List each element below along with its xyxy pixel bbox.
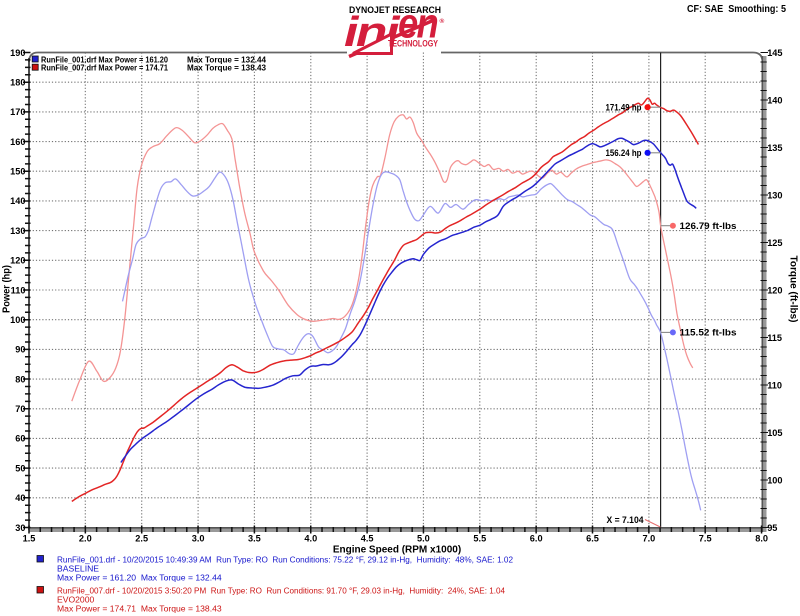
svg-text:RunFile_001.drf Max Power = 16: RunFile_001.drf Max Power = 161.20 bbox=[41, 55, 168, 65]
svg-text:30: 30 bbox=[15, 523, 25, 533]
svg-text:140: 140 bbox=[767, 95, 782, 105]
svg-text:Max Power = 161.20 Max Torque: Max Power = 161.20 Max Torque = 132.44 bbox=[57, 573, 222, 583]
svg-text:120: 120 bbox=[10, 256, 25, 266]
svg-text:RunFile_007.drf - 10/20/2015 3: RunFile_007.drf - 10/20/2015 3:50:20 PM … bbox=[57, 586, 505, 596]
svg-text:115.52 ft-lbs: 115.52 ft-lbs bbox=[680, 328, 737, 338]
svg-text:6.0: 6.0 bbox=[530, 534, 543, 544]
svg-text:156.24 hp: 156.24 hp bbox=[606, 148, 642, 158]
svg-text:Power (hp): Power (hp) bbox=[2, 265, 13, 313]
svg-text:TECHNOLOGY: TECHNOLOGY bbox=[388, 38, 438, 48]
svg-text:171.49 hp: 171.49 hp bbox=[606, 103, 642, 113]
svg-text:130: 130 bbox=[10, 226, 25, 236]
svg-text:100: 100 bbox=[10, 315, 25, 325]
svg-text:190: 190 bbox=[10, 48, 25, 58]
svg-text:5.0: 5.0 bbox=[417, 534, 430, 544]
svg-text:CF: SAE Smoothing: 5: CF: SAE Smoothing: 5 bbox=[687, 3, 786, 15]
svg-text:4.0: 4.0 bbox=[304, 534, 317, 544]
svg-text:5.5: 5.5 bbox=[473, 534, 486, 544]
svg-text:X = 7.104: X = 7.104 bbox=[607, 515, 644, 525]
svg-text:6.5: 6.5 bbox=[586, 534, 599, 544]
svg-text:135: 135 bbox=[767, 143, 782, 153]
svg-text:3.5: 3.5 bbox=[248, 534, 261, 544]
svg-text:EVO2000: EVO2000 bbox=[57, 595, 94, 605]
svg-text:4.5: 4.5 bbox=[361, 534, 374, 544]
svg-text:100: 100 bbox=[767, 475, 782, 485]
svg-text:DYNOJET RESEARCH: DYNOJET RESEARCH bbox=[349, 5, 441, 16]
svg-text:150: 150 bbox=[10, 167, 25, 177]
svg-text:7.5: 7.5 bbox=[699, 534, 712, 544]
svg-text:en: en bbox=[398, 0, 437, 47]
svg-text:2.5: 2.5 bbox=[135, 534, 148, 544]
svg-text:RunFile_007.drf Max Power = 17: RunFile_007.drf Max Power = 174.71 bbox=[41, 63, 168, 73]
svg-text:90: 90 bbox=[15, 345, 25, 355]
svg-text:70: 70 bbox=[15, 404, 25, 414]
svg-text:80: 80 bbox=[15, 374, 25, 384]
svg-text:Max Torque = 132.44: Max Torque = 132.44 bbox=[187, 55, 266, 65]
svg-text:Max Torque = 138.43: Max Torque = 138.43 bbox=[187, 63, 266, 73]
svg-text:130: 130 bbox=[767, 190, 782, 200]
svg-text:2.0: 2.0 bbox=[79, 534, 92, 544]
svg-text:40: 40 bbox=[15, 493, 25, 503]
svg-text:1.5: 1.5 bbox=[23, 534, 36, 544]
svg-text:95: 95 bbox=[767, 523, 777, 533]
svg-text:60: 60 bbox=[15, 434, 25, 444]
svg-text:125: 125 bbox=[767, 238, 782, 248]
svg-text:®: ® bbox=[440, 17, 445, 25]
svg-text:180: 180 bbox=[10, 78, 25, 88]
svg-text:Torque (ft-lbs): Torque (ft-lbs) bbox=[788, 256, 799, 323]
svg-text:RunFile_001.drf - 10/20/2015 1: RunFile_001.drf - 10/20/2015 10:49:39 AM… bbox=[57, 555, 513, 565]
svg-text:170: 170 bbox=[10, 107, 25, 117]
svg-text:105: 105 bbox=[767, 428, 782, 438]
svg-text:Max Power = 174.71 Max Torque: Max Power = 174.71 Max Torque = 138.43 bbox=[57, 604, 222, 614]
svg-text:120: 120 bbox=[767, 285, 782, 295]
svg-text:160: 160 bbox=[10, 137, 25, 147]
svg-text:3.0: 3.0 bbox=[192, 534, 205, 544]
svg-text:7.0: 7.0 bbox=[643, 534, 656, 544]
svg-text:126.79 ft-lbs: 126.79 ft-lbs bbox=[680, 221, 737, 231]
svg-text:110: 110 bbox=[767, 380, 782, 390]
svg-text:145: 145 bbox=[767, 48, 782, 58]
svg-text:110: 110 bbox=[11, 285, 26, 295]
svg-text:Engine Speed (RPM x1000): Engine Speed (RPM x1000) bbox=[333, 545, 461, 556]
svg-text:50: 50 bbox=[15, 463, 25, 473]
svg-text:8.0: 8.0 bbox=[755, 534, 768, 544]
svg-text:BASELINE: BASELINE bbox=[57, 564, 99, 574]
svg-text:140: 140 bbox=[10, 196, 25, 206]
svg-text:115: 115 bbox=[767, 333, 782, 343]
